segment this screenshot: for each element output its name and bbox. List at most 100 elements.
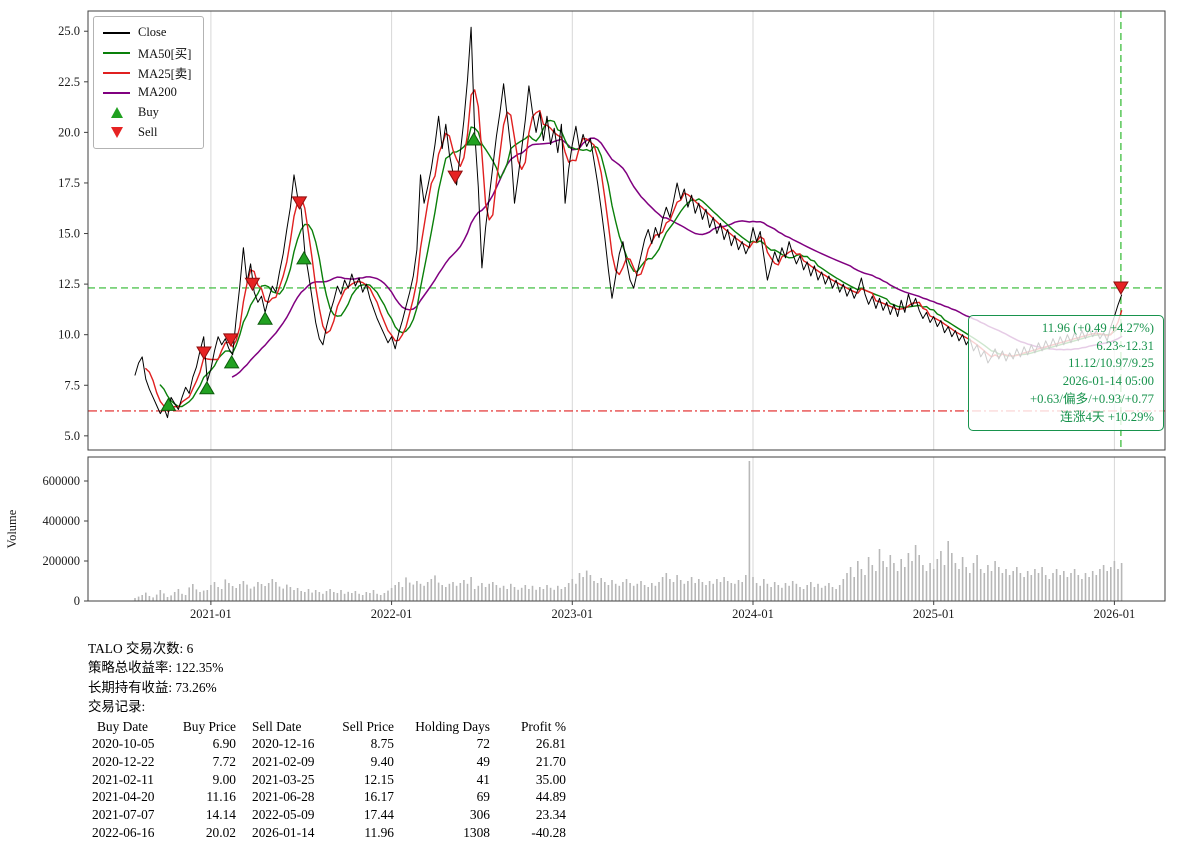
volume-panel-border xyxy=(87,456,1166,602)
volume-y-tick-label: 600000 xyxy=(43,474,81,488)
trade-cell: 2022-05-09 xyxy=(252,807,315,823)
strategy-summary: TALO 交易次数: 6 策略总收益率: 122.35% 长期持有收益: 73.… xyxy=(88,639,566,842)
annotation-ma-line: 11.12/10.97/9.25 xyxy=(1068,356,1154,371)
ma-line-50 xyxy=(159,119,1123,408)
trade-row: 2020-10-05 6.90 2020-12-16 8.75 72 26.81 xyxy=(88,735,566,753)
legend-item: MA200 xyxy=(103,83,191,102)
summary-total-return: 策略总收益率: 122.35% xyxy=(88,660,224,676)
trade-cell: 26.81 xyxy=(535,736,566,752)
trade-cell: 14.14 xyxy=(205,807,236,823)
annotation-range-line: 6.23~12.31 xyxy=(1096,338,1154,353)
legend-label: Sell xyxy=(138,125,158,139)
volume-y-tick-label: 200000 xyxy=(43,554,81,568)
trades-header-cell: Buy Date xyxy=(97,718,148,734)
legend-item: Sell xyxy=(103,123,191,142)
price-y-tick-label: 20.0 xyxy=(58,125,80,139)
sell-marker xyxy=(222,333,239,347)
buy-triangle-icon xyxy=(103,107,130,118)
legend-label: Buy xyxy=(138,105,159,119)
trade-cell: 17.44 xyxy=(363,807,394,823)
trade-cell: 7.72 xyxy=(212,754,236,770)
trade-cell: 49 xyxy=(476,754,490,770)
legend-item: MA25[卖] xyxy=(103,63,191,82)
trade-row: 2022-06-16 20.02 2026-01-14 11.96 1308 -40.28 xyxy=(88,824,566,842)
trade-cell: 2021-03-25 xyxy=(252,771,315,787)
axis-tick-labels: 5.0 7.5 10.0 12.5 15.0 17.5 20.0 22.5 25.0 0 20000… xyxy=(43,24,1136,621)
annotation-bias-line: +0.63/偏多/+0.93/+0.77 xyxy=(1029,391,1154,406)
buy-marker xyxy=(465,131,482,146)
sell-marker xyxy=(291,196,308,210)
sell-markers xyxy=(196,170,1129,360)
trade-row: 2021-04-20 11.16 2021-06-28 16.17 69 44.89 xyxy=(88,788,566,806)
trade-cell: 306 xyxy=(469,807,490,823)
trade-row: 2021-07-07 14.14 2022-05-09 17.44 306 23.34 xyxy=(88,806,566,824)
legend-line-swatch xyxy=(103,31,130,34)
trade-cell: 2021-02-09 xyxy=(252,754,315,770)
price-y-tick-label: 5.0 xyxy=(64,429,80,443)
ma-line-25 xyxy=(145,89,1123,412)
gridlines xyxy=(210,11,1115,601)
trade-cell: 2020-12-16 xyxy=(252,736,315,752)
trade-cell: -40.28 xyxy=(531,824,566,840)
trade-cell: 69 xyxy=(476,789,490,805)
legend-line-swatch xyxy=(103,91,130,94)
trades-header-cell: Holding Days xyxy=(415,718,490,734)
x-tick-label: 2026-01 xyxy=(1094,607,1136,621)
legend-item: MA50[买] xyxy=(103,43,191,62)
buy-marker xyxy=(160,397,177,411)
trade-cell: 72 xyxy=(476,736,490,752)
buy-markers xyxy=(160,131,482,411)
trade-cell: 2021-07-07 xyxy=(92,807,155,823)
legend-item: Buy xyxy=(103,103,191,122)
sell-marker xyxy=(244,277,261,292)
price-y-tick-label: 22.5 xyxy=(58,75,80,89)
trade-cell: 9.40 xyxy=(370,754,394,770)
sell-triangle-icon xyxy=(103,127,130,138)
buy-marker xyxy=(257,311,273,325)
volume-y-tick-label: 400000 xyxy=(43,514,81,528)
summary-trade-count: TALO 交易次数: 6 xyxy=(88,641,194,656)
x-tick-label: 2024-01 xyxy=(732,607,774,621)
annotation-date-line: 2026-01-14 05:00 xyxy=(1062,374,1154,389)
legend-label: MA50[买] xyxy=(138,47,192,61)
legend-label: Close xyxy=(138,25,167,39)
trade-cell: 11.96 xyxy=(364,824,394,840)
trade-cell: 2021-02-11 xyxy=(92,771,154,787)
trade-row: 2020-12-22 7.72 2021-02-09 9.40 49 21.70 xyxy=(88,753,566,771)
trade-cell: 44.89 xyxy=(535,789,566,805)
trade-row: 2021-02-11 9.00 2021-03-25 12.15 41 35.00 xyxy=(88,771,566,789)
x-tick-label: 2023-01 xyxy=(551,607,593,621)
volume-bars xyxy=(134,461,1123,601)
buy-marker xyxy=(296,250,312,265)
sell-marker xyxy=(1113,281,1129,296)
price-y-tick-label: 10.0 xyxy=(58,328,80,342)
trade-cell: 6.90 xyxy=(212,736,236,752)
trades-table: Buy Date Buy Price Sell Date Sell Price Hold… xyxy=(88,718,566,842)
legend-item: Close xyxy=(103,23,191,42)
chart-legend: Close MA50[买] MA25[卖] MA200 Buy Sell xyxy=(93,16,205,149)
trade-cell: 23.34 xyxy=(535,807,566,823)
trade-cell: 41 xyxy=(476,771,490,787)
summary-records-title: 交易记录: xyxy=(88,699,146,715)
trade-cell: 16.17 xyxy=(363,789,394,805)
x-tick-label: 2022-01 xyxy=(371,607,413,621)
price-y-tick-label: 17.5 xyxy=(58,176,80,190)
trade-cell: 2022-06-16 xyxy=(92,824,155,840)
trade-cell: 2020-10-05 xyxy=(92,736,155,752)
summary-hold-return: 长期持有收益: 73.26% xyxy=(88,679,217,695)
trades-header-cell: Sell Date xyxy=(252,718,302,734)
price-y-tick-label: 7.5 xyxy=(64,378,80,392)
x-tick-label: 2021-01 xyxy=(190,607,232,621)
trade-cell: 20.02 xyxy=(205,824,236,840)
buy-marker xyxy=(199,380,215,395)
sell-marker xyxy=(196,346,212,360)
trades-header-cell: Buy Price xyxy=(182,718,236,734)
trades-header-row: Buy Date Buy Price Sell Date Sell Price Hold… xyxy=(88,718,566,736)
trade-cell: 21.70 xyxy=(535,754,566,770)
volume-y-tick-label: 0 xyxy=(74,594,80,608)
price-y-tick-label: 25.0 xyxy=(58,24,80,38)
volume-axis-label: Volume xyxy=(5,509,19,548)
annotation-streak-line: 连涨4天 +10.29% xyxy=(1060,409,1154,424)
sell-marker xyxy=(447,170,464,185)
